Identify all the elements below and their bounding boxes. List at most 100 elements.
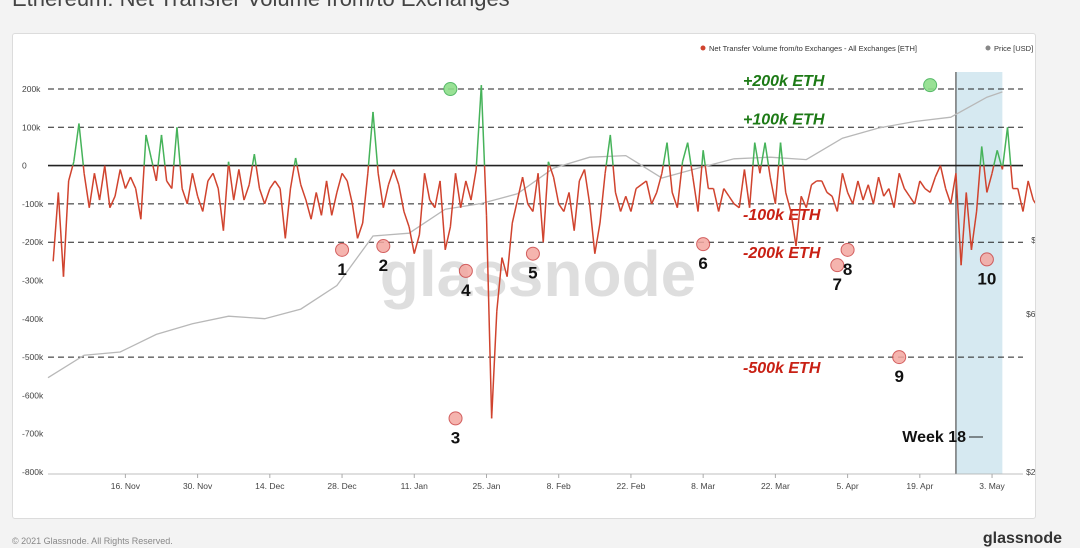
net-flow-segment [177,127,180,165]
net-flow-segment [744,169,749,207]
net-flow-segment [538,173,543,242]
net-flow-segment [873,177,878,204]
net-flow-segment [110,196,115,207]
event-marker-label: 3 [451,428,460,447]
net-flow-segment [156,166,158,181]
event-marker [831,259,844,272]
net-flow-segment [53,192,58,261]
net-flow-segment [1033,200,1035,208]
net-flow-segment [256,166,259,189]
x-tick-label: 8. Mar [691,481,715,491]
net-flow-segment [270,181,275,189]
net-flow-segment [58,192,63,276]
net-flow-segment [485,166,487,216]
net-flow-segment [739,169,744,207]
net-flow-segment [610,135,613,166]
net-flow-segment [306,200,311,219]
net-flow-segment [889,189,894,208]
net-flow-segment [254,154,256,165]
event-marker [377,240,390,253]
x-tick-label: 30. Nov [183,481,213,491]
net-flow-segment [585,169,590,203]
net-flow-segment [688,143,691,166]
net-flow-segment [750,166,753,208]
net-flow-segment [868,185,873,204]
net-flow-segment [125,177,130,188]
net-flow-segment [383,185,388,208]
net-flow-segment [84,173,89,207]
net-flow-segment [311,192,316,219]
y-tick-label: -800k [22,467,44,477]
y-tick-label: -500k [22,352,44,362]
net-flow-segment [167,181,172,189]
net-flow-segment [471,169,476,200]
x-tick-label: 22. Feb [617,481,646,491]
net-flow-segment [554,177,559,204]
net-flow-segment [925,189,930,193]
net-flow-segment [301,185,306,200]
net-flow-segment [920,181,925,189]
event-marker [980,253,993,266]
event-marker [526,247,539,260]
net-flow-segment [74,123,79,161]
net-flow-segment [158,135,161,166]
net-flow-segment [930,177,935,192]
x-tick-label: 25. Jan [473,481,501,491]
y-tick-label: -700k [22,429,44,439]
net-flow-segment [569,192,574,230]
net-flow-segment [1003,127,1008,165]
net-flow-segment [663,143,667,166]
net-flow-segment [105,166,110,208]
net-flow-segment [940,166,945,189]
net-flow-segment [153,166,156,181]
price-tick-label: $600 [1026,309,1035,319]
net-flow-segment [574,181,579,231]
net-flow-segment [600,173,605,223]
reference-label: -500k ETH [743,360,821,377]
event-marker [336,243,349,256]
peak-marker [924,79,937,92]
event-marker [841,243,854,256]
net-flow-segment [368,166,369,174]
net-flow-segment [755,143,759,166]
net-flow-segment [208,173,213,181]
net-flow-segment [144,135,146,166]
net-flow-segment [260,189,265,204]
net-flow-segment [378,173,383,207]
net-flow-segment [1023,181,1028,212]
net-flow-segment [180,166,182,189]
net-flow-segment [79,123,83,165]
legend-label: Price [USD] [994,44,1033,53]
net-flow-segment [641,181,646,185]
price-tick-label: $1k [1031,235,1035,245]
event-marker [449,412,462,425]
net-flow-segment [1011,166,1013,189]
event-marker-label: 6 [698,254,707,273]
legend-swatch [701,46,706,51]
net-flow-segment [131,177,136,188]
net-flow-segment [404,212,409,227]
event-marker [893,351,906,364]
net-flow-segment [672,192,677,207]
net-flow-segment [646,181,651,204]
net-flow-segment [373,112,378,166]
net-flow-segment [705,166,708,189]
net-flow-segment [378,166,379,174]
event-marker-label: 9 [894,367,903,386]
legend-label: Net Transfer Volume from/to Exchanges - … [709,44,917,53]
net-flow-segment [425,173,430,200]
net-flow-segment [182,189,187,204]
net-flow-segment [904,189,909,197]
net-flow-segment [481,85,484,165]
net-flow-segment [229,166,234,200]
footer-brand: glassnode [983,530,1062,548]
net-flow-segment [174,127,177,165]
y-tick-label: 0 [22,161,27,171]
net-flow-segment [115,169,120,196]
net-flow-segment [1028,181,1033,200]
net-flow-segment [760,166,761,174]
legend-swatch [986,46,991,51]
net-flow-segment [822,181,827,192]
reference-label: -100k ETH [743,207,821,224]
net-flow-segment [296,158,297,166]
